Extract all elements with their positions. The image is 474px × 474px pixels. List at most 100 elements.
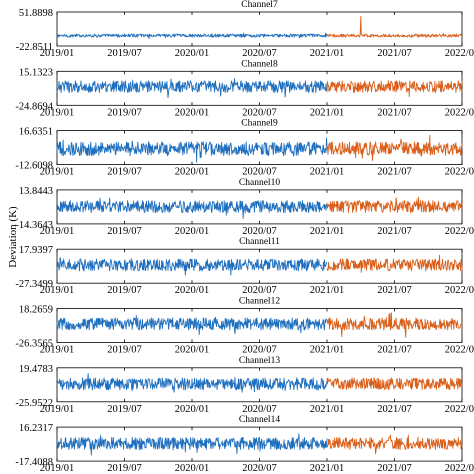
xtick-label: 2021/01 — [310, 463, 344, 474]
xtick-label: 2021/07 — [377, 107, 411, 118]
ytick-label-max: 13.8443 — [19, 186, 53, 197]
ytick-label-min: -12.6098 — [15, 161, 53, 172]
series-line — [326, 196, 463, 214]
panel-title: Channel14 — [239, 415, 280, 425]
ytick-label-max: 15.1323 — [19, 67, 53, 78]
plot-frame — [56, 11, 463, 47]
panel-title: Channel9 — [241, 119, 278, 129]
xtick-label: 2020/07 — [242, 167, 276, 178]
xtick-label: 2020/07 — [242, 107, 276, 118]
xtick-label: 2021/01 — [310, 345, 344, 356]
xtick-label: 2019/01 — [40, 107, 74, 118]
xtick-label: 2021/07 — [377, 226, 411, 237]
xtick-label: 2020/01 — [175, 463, 209, 474]
xtick-label: 2019/01 — [40, 463, 74, 474]
xtick-label: 2020/07 — [242, 404, 276, 415]
series-line — [56, 197, 328, 219]
xtick-label: 2020/07 — [242, 48, 276, 59]
xtick-label: 2019/01 — [40, 226, 74, 237]
series-line — [56, 32, 328, 39]
xtick-label: 2019/07 — [107, 345, 141, 356]
ytick-label-min: -22.8511 — [16, 42, 53, 53]
xtick-label: 2022/01 — [445, 226, 474, 237]
ytick-label-min: -17.4088 — [15, 457, 53, 468]
xtick-label: 2020/07 — [242, 226, 276, 237]
xtick-label: 2021/07 — [377, 345, 411, 356]
xtick-label: 2020/01 — [175, 404, 209, 415]
xtick-label: 2019/07 — [107, 48, 141, 59]
ytick-label-max: 18.2659 — [19, 305, 53, 316]
panel-title: Channel11 — [239, 237, 280, 247]
xtick-label: 2021/01 — [310, 107, 344, 118]
xtick-label: 2022/01 — [445, 404, 474, 415]
series-line — [56, 315, 328, 336]
xtick-label: 2022/01 — [445, 345, 474, 356]
ytick-label-max: 19.4783 — [19, 364, 53, 375]
panel-title: Channel12 — [239, 297, 280, 307]
series-line — [56, 137, 328, 163]
ytick-label-max: 51.8898 — [19, 8, 53, 19]
xtick-label: 2021/07 — [377, 463, 411, 474]
series-line — [326, 312, 463, 338]
xtick-label: 2021/07 — [377, 404, 411, 415]
xtick-label: 2019/01 — [40, 167, 74, 178]
ytick-label-min: -24.8694 — [15, 101, 53, 112]
xtick-label: 2020/01 — [175, 107, 209, 118]
ytick-label-max: 16.2317 — [19, 423, 53, 434]
series-line — [56, 78, 328, 99]
xtick-label: 2019/07 — [107, 226, 141, 237]
panel-title: Channel7 — [241, 0, 278, 10]
xtick-label: 2020/07 — [242, 345, 276, 356]
xtick-label: 2022/01 — [445, 48, 474, 59]
xtick-label: 2022/01 — [445, 463, 474, 474]
panel-title: Channel10 — [239, 178, 280, 188]
xtick-label: 2021/01 — [310, 285, 344, 296]
series-line — [326, 377, 463, 391]
xtick-label: 2022/01 — [445, 285, 474, 296]
xtick-label: 2019/07 — [107, 167, 141, 178]
panel-title: Channel13 — [239, 356, 280, 366]
ytick-label-min: -26.3565 — [15, 339, 53, 350]
xtick-label: 2019/01 — [40, 48, 74, 59]
xtick-label: 2021/01 — [310, 226, 344, 237]
xtick-label: 2021/01 — [310, 167, 344, 178]
series-line — [56, 433, 328, 456]
xtick-label: 2019/01 — [40, 404, 74, 415]
figure-ylabel: Deviation (K) — [7, 206, 19, 268]
xtick-label: 2021/01 — [310, 404, 344, 415]
series-line — [326, 434, 463, 455]
xtick-label: 2019/07 — [107, 107, 141, 118]
xtick-label: 2020/07 — [242, 463, 276, 474]
xtick-label: 2020/07 — [242, 285, 276, 296]
ytick-label-max: 17.9397 — [19, 245, 53, 256]
xtick-label: 2020/01 — [175, 167, 209, 178]
series-line — [326, 134, 463, 161]
series-line — [56, 373, 328, 393]
series-line — [56, 257, 328, 276]
ytick-label-min: -27.3499 — [15, 279, 53, 290]
xtick-label: 2021/07 — [377, 167, 411, 178]
xtick-label: 2020/01 — [175, 285, 209, 296]
xtick-label: 2019/07 — [107, 404, 141, 415]
xtick-label: 2019/07 — [107, 285, 141, 296]
series-line — [326, 80, 463, 98]
xtick-label: 2020/01 — [175, 345, 209, 356]
xtick-label: 2021/07 — [377, 285, 411, 296]
xtick-label: 2019/07 — [107, 463, 141, 474]
xtick-label: 2021/07 — [377, 48, 411, 59]
series-line — [326, 16, 463, 38]
xtick-label: 2019/01 — [40, 285, 74, 296]
xtick-label: 2020/01 — [175, 48, 209, 59]
xtick-label: 2019/01 — [40, 345, 74, 356]
xtick-label: 2021/01 — [310, 48, 344, 59]
xtick-label: 2020/01 — [175, 226, 209, 237]
